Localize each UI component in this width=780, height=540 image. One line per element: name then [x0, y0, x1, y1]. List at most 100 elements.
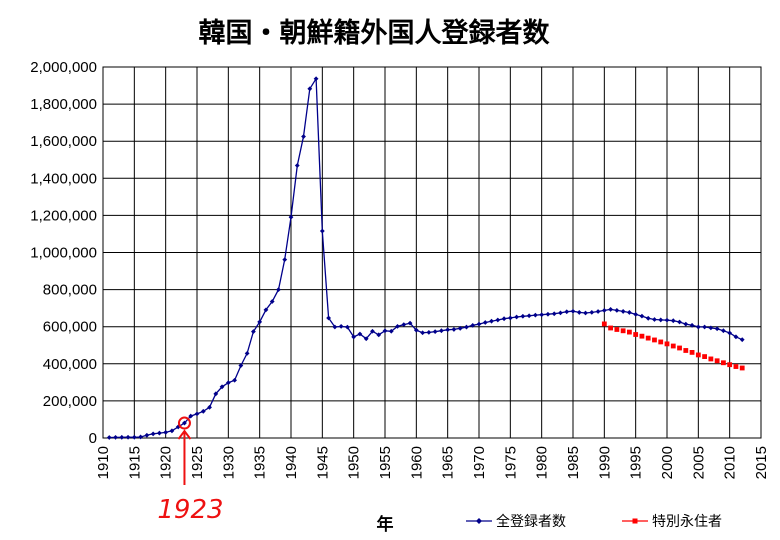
y-tick-label: 600,000 — [43, 319, 97, 336]
data-point — [645, 315, 651, 321]
data-point — [388, 328, 394, 334]
data-point — [106, 435, 112, 440]
data-point — [627, 310, 632, 315]
data-point — [426, 329, 432, 335]
legend-label-2: 特別永住者 — [652, 514, 722, 530]
x-tick-label: 1925 — [189, 446, 206, 479]
data-point — [144, 432, 150, 438]
data-point — [652, 337, 657, 343]
data-point — [620, 328, 626, 334]
x-tick-label: 2010 — [722, 446, 739, 479]
series-1 — [106, 76, 745, 440]
data-point — [332, 324, 338, 330]
data-point — [382, 328, 388, 334]
data-point — [683, 321, 689, 327]
x-tick-label: 1935 — [252, 446, 269, 479]
data-point — [733, 364, 739, 369]
x-tick-label: 1990 — [596, 446, 613, 479]
y-tick-label: 1,600,000 — [30, 133, 97, 150]
data-point — [175, 424, 181, 430]
y-axis-tick-labels: 0 200,000 400,000 600,000 800,000 1,000,000 1,… — [30, 59, 97, 447]
data-point — [551, 311, 557, 317]
data-point — [489, 318, 494, 324]
data-point — [213, 391, 219, 397]
data-point — [526, 313, 532, 319]
data-point — [257, 319, 263, 325]
series-layer — [106, 76, 745, 440]
data-point — [439, 328, 444, 334]
annotation-text: 1923 — [157, 495, 223, 525]
data-point — [313, 76, 319, 82]
y-tick-label: 0 — [89, 430, 97, 447]
data-point — [457, 325, 463, 331]
data-point — [583, 310, 588, 316]
data-point — [677, 345, 682, 351]
data-point — [727, 330, 733, 336]
data-point — [652, 317, 657, 322]
data-point — [608, 325, 613, 331]
data-point — [470, 322, 476, 328]
data-point — [658, 339, 664, 345]
data-point — [464, 324, 469, 330]
data-point — [708, 356, 714, 362]
gridlines — [103, 67, 761, 438]
x-tick-label: 1930 — [220, 446, 237, 479]
x-tick-label: 1970 — [471, 446, 488, 479]
y-tick-label: 1,200,000 — [30, 207, 97, 224]
data-point — [345, 324, 350, 330]
data-point — [689, 322, 695, 328]
data-point — [695, 352, 701, 358]
data-point — [357, 331, 363, 337]
data-point — [200, 408, 206, 414]
data-point — [545, 311, 551, 317]
data-point — [570, 308, 576, 314]
y-tick-label: 1,000,000 — [30, 245, 97, 262]
chart-title: 韓国・朝鮮籍外国人登録者数 — [199, 17, 551, 49]
data-point — [131, 434, 137, 440]
data-point — [633, 311, 639, 317]
x-tick-label: 1945 — [314, 446, 331, 479]
data-point — [695, 324, 701, 330]
data-point — [576, 310, 582, 315]
data-point — [420, 330, 425, 336]
x-tick-label: 1980 — [534, 446, 551, 479]
data-point — [294, 163, 300, 168]
data-point — [307, 86, 313, 92]
data-point — [301, 134, 306, 139]
data-point — [689, 349, 695, 355]
data-point — [558, 310, 563, 316]
data-point — [614, 327, 620, 332]
x-tick-label: 1995 — [628, 446, 645, 479]
data-point — [514, 314, 519, 320]
data-point — [633, 332, 639, 337]
data-point — [370, 328, 375, 334]
data-point — [338, 323, 344, 329]
data-point — [225, 380, 231, 386]
plot-area-border — [102, 66, 762, 439]
x-tick-label: 2005 — [690, 446, 707, 479]
data-point — [608, 307, 613, 312]
series-2 — [601, 321, 745, 371]
data-point — [664, 317, 670, 323]
legend-label-1: 全登録者数 — [496, 513, 566, 530]
data-point — [319, 228, 325, 234]
x-tick-label: 1960 — [408, 446, 425, 479]
annotation-arrow-head — [177, 429, 192, 440]
data-point — [533, 312, 538, 318]
data-point — [539, 312, 545, 318]
data-point — [589, 309, 595, 315]
data-point — [138, 434, 143, 440]
data-point — [276, 287, 281, 293]
data-point — [639, 333, 645, 339]
x-tick-label: 1985 — [565, 446, 582, 479]
x-tick-label: 1940 — [283, 446, 300, 479]
data-point — [401, 322, 407, 328]
data-point — [670, 343, 676, 349]
legend-marker-1 — [476, 518, 482, 524]
data-point — [413, 327, 419, 333]
data-point — [708, 325, 714, 331]
data-point — [232, 377, 237, 383]
data-point — [238, 363, 244, 368]
data-point — [113, 435, 118, 440]
data-point — [125, 434, 131, 440]
